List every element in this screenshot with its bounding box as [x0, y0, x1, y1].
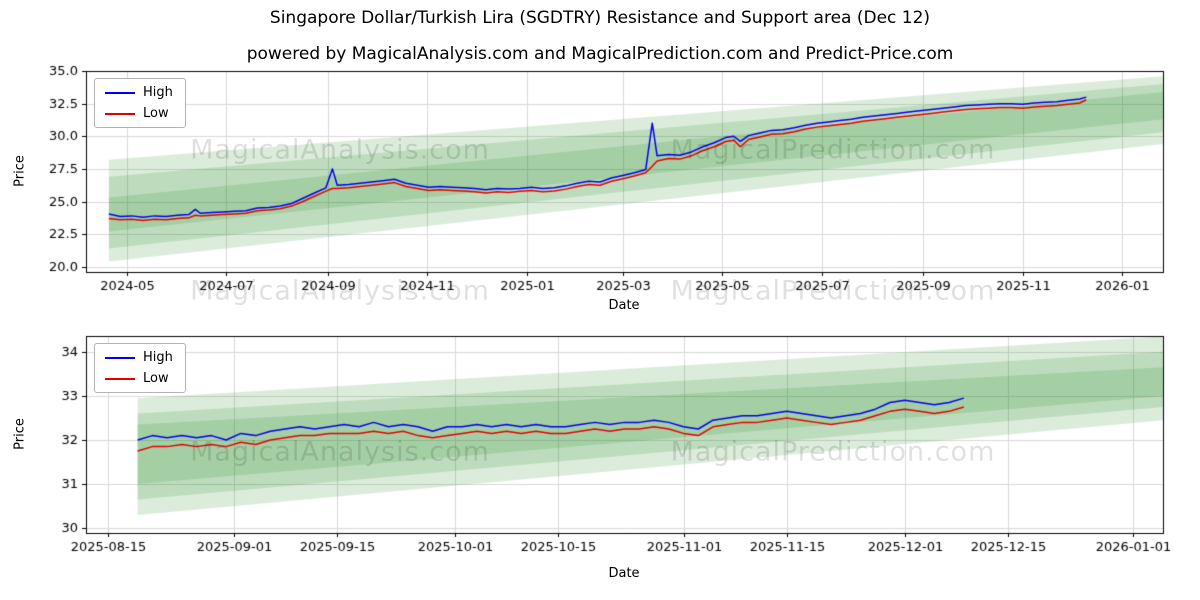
watermark-prediction: MagicalPrediction.com	[670, 275, 996, 307]
legend-bottom: High Low	[94, 343, 186, 393]
low-line-swatch	[105, 377, 135, 380]
legend-item-low: Low	[105, 106, 173, 121]
watermark-analysis: MagicalAnalysis.com	[190, 436, 490, 468]
y-axis-label-top: Price	[12, 155, 28, 187]
watermark-analysis: MagicalAnalysis.com	[190, 275, 490, 307]
y-axis-label-bottom: Price	[12, 418, 28, 450]
legend-label-high: High	[143, 85, 173, 100]
low-line-swatch	[105, 112, 135, 115]
legend-item-high: High	[105, 350, 173, 365]
figure-subtitle: powered by MagicalAnalysis.com and Magic…	[246, 44, 954, 64]
watermark-prediction: MagicalPrediction.com	[670, 134, 996, 166]
legend-label-low: Low	[143, 371, 169, 386]
figure-title: Singapore Dollar/Turkish Lira (SGDTRY) R…	[269, 8, 931, 28]
legend-item-high: High	[105, 85, 173, 100]
high-line-swatch	[105, 356, 135, 359]
legend-label-low: Low	[143, 106, 169, 121]
legend-top: High Low	[94, 78, 186, 128]
legend-item-low: Low	[105, 371, 173, 386]
x-axis-label-top: Date	[608, 298, 640, 313]
high-line-swatch	[105, 91, 135, 94]
watermark-analysis: MagicalAnalysis.com	[190, 134, 490, 166]
x-axis-label-bottom: Date	[608, 566, 640, 581]
watermark-prediction: MagicalPrediction.com	[670, 436, 996, 468]
legend-label-high: High	[143, 350, 173, 365]
